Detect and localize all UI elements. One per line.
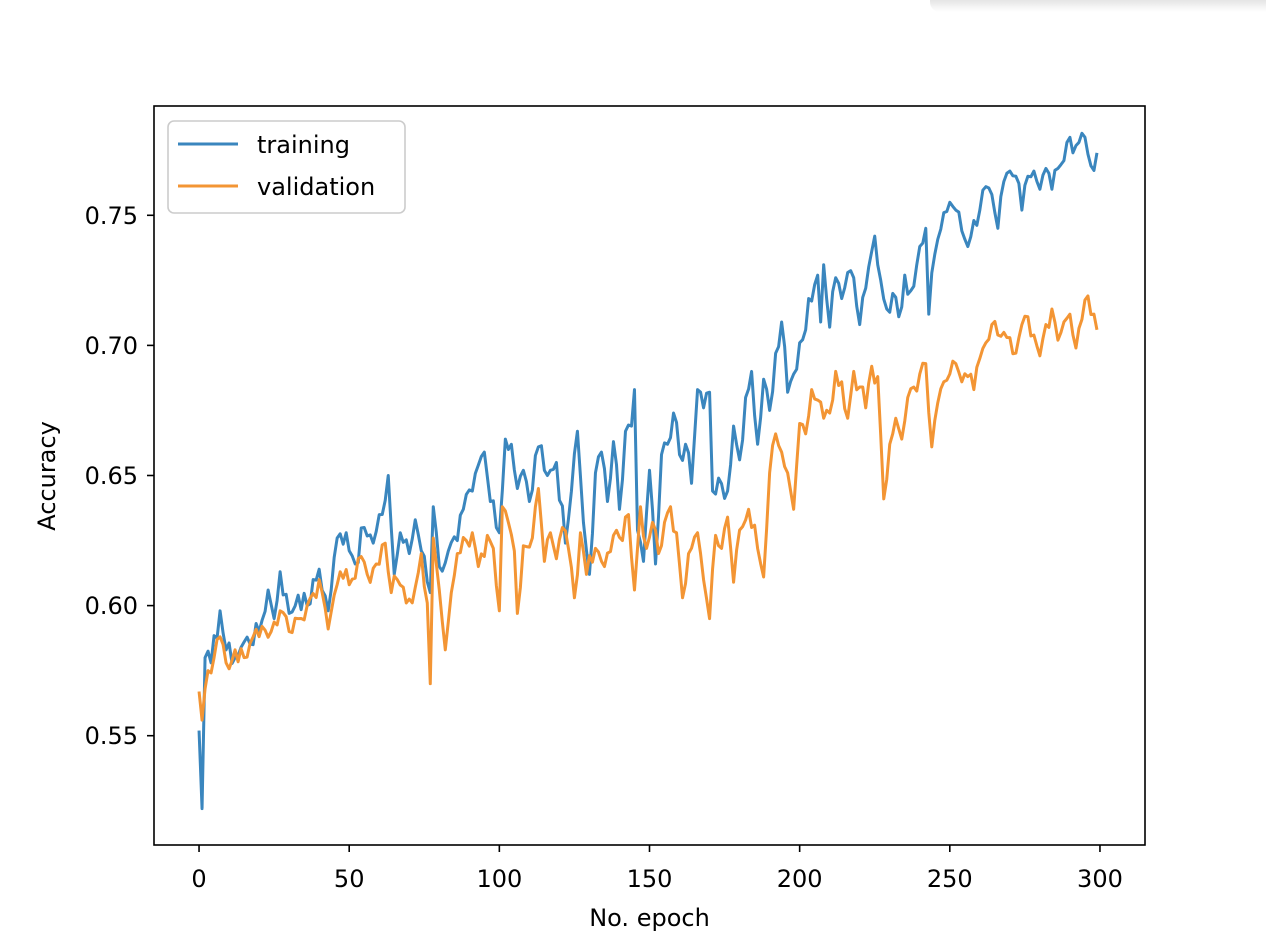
x-tick-label: 0 [191,865,206,893]
legend-label-training: training [257,131,350,159]
x-tick-label: 300 [1077,865,1123,893]
y-tick-label: 0.55 [85,722,138,750]
x-tick-label: 150 [627,865,673,893]
x-axis-ticks: 0 50 100 150 200 250 300 [191,845,1123,893]
y-tick-label: 0.70 [85,332,138,360]
x-tick-label: 200 [777,865,823,893]
y-axis-ticks: 0.55 0.60 0.65 0.70 0.75 [85,202,154,750]
y-axis-label: Accuracy [33,421,61,531]
y-tick-label: 0.60 [85,592,138,620]
series-line-training [197,131,1099,811]
series-layer [197,131,1099,811]
x-tick-label: 250 [927,865,973,893]
x-axis-label: No. epoch [589,904,710,932]
legend-label-validation: validation [257,173,375,201]
x-tick-label: 100 [476,865,522,893]
y-tick-label: 0.75 [85,202,138,230]
series-line-validation [197,294,1099,722]
window-edge-shadow [930,0,1266,12]
legend: training validation [167,120,406,214]
y-tick-label: 0.65 [85,462,138,490]
x-tick-label: 50 [334,865,365,893]
